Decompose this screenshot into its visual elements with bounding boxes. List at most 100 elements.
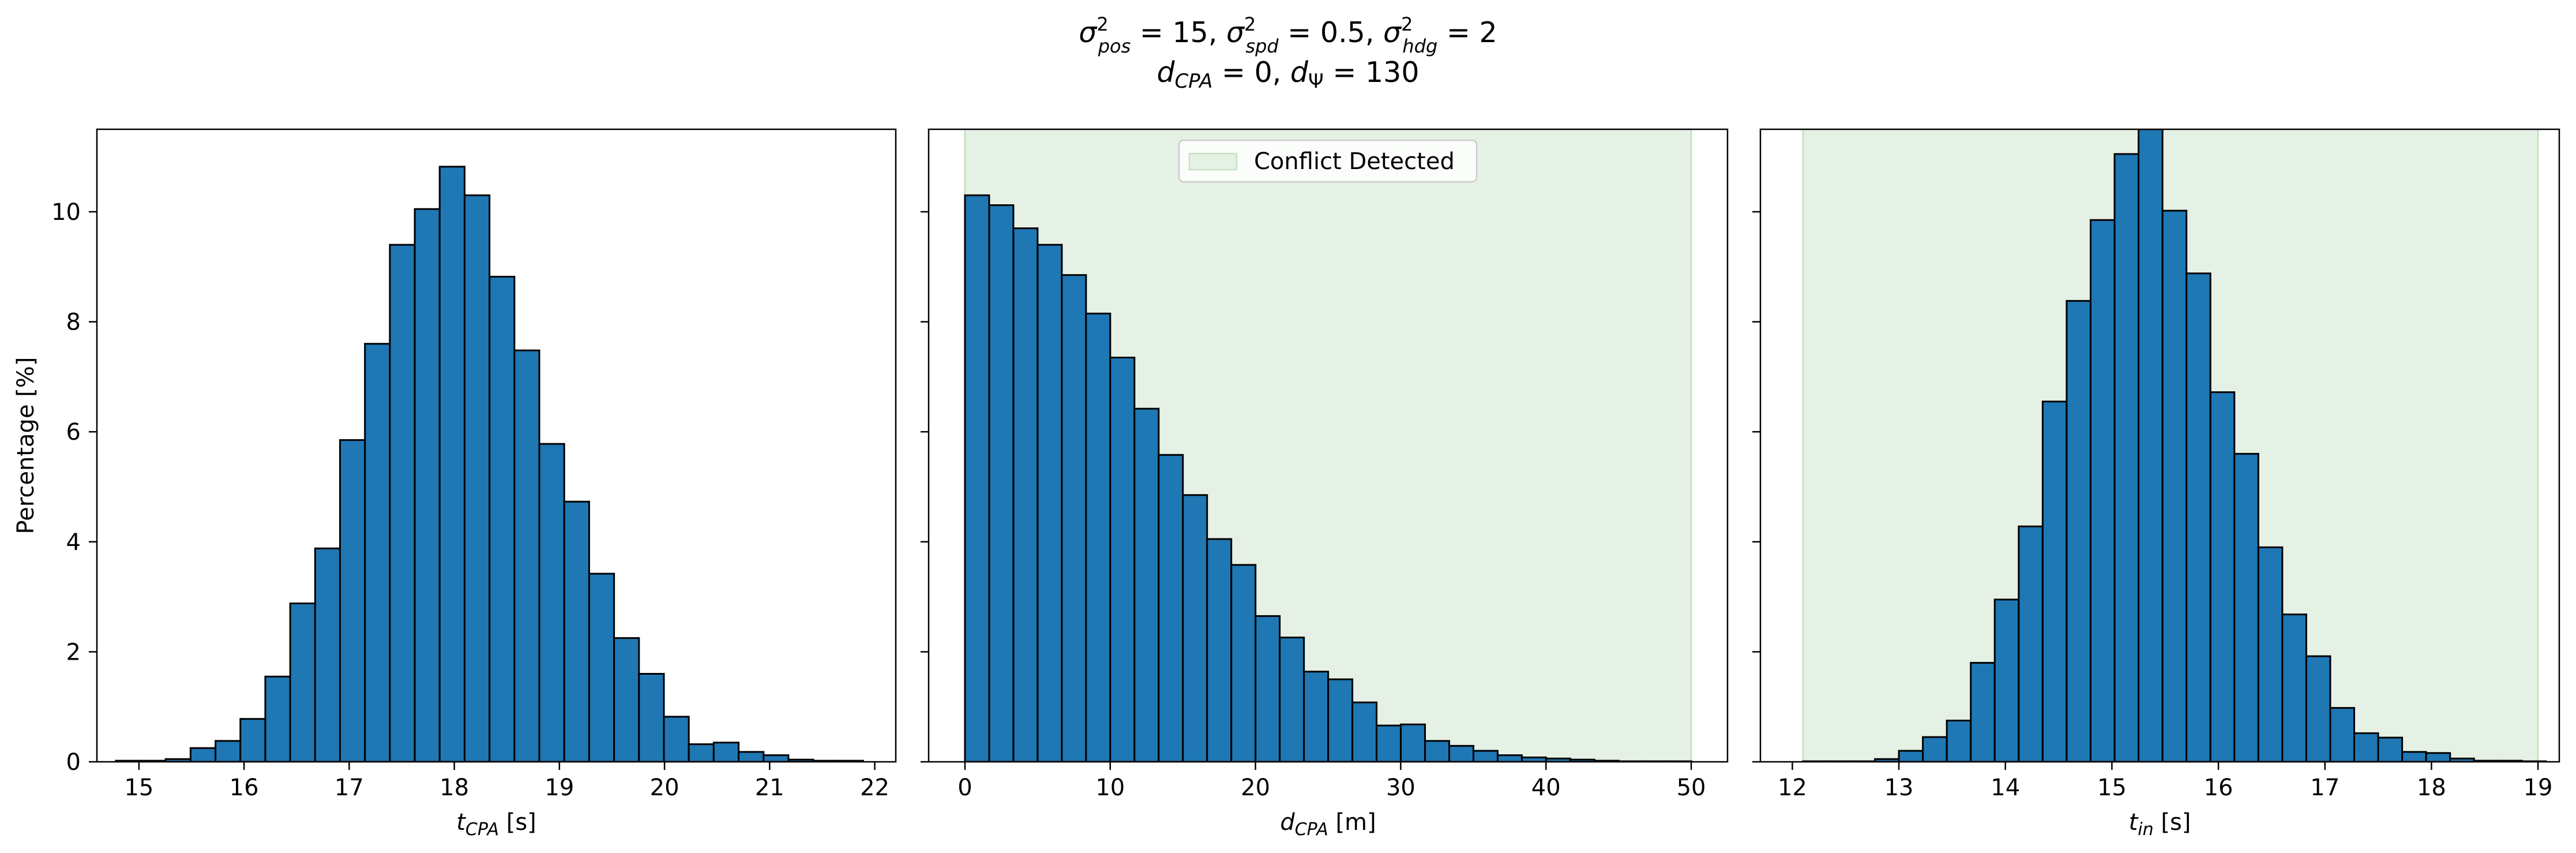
value-dpsi: = 130 <box>1324 56 1420 89</box>
histogram-bar <box>2161 209 2188 762</box>
x-tick-label: 18 <box>440 775 469 801</box>
subscript-hdg: hdg <box>1402 35 1437 57</box>
x-axis-label-subscript: CPA <box>1295 820 1328 840</box>
plot-area <box>964 129 1692 762</box>
histogram-bar <box>1946 720 1972 762</box>
histogram-bar <box>1279 637 1305 762</box>
x-tick-label: 22 <box>860 775 889 801</box>
value-spd: = 0.5, <box>1279 16 1383 49</box>
axes-frame <box>927 128 1729 763</box>
axes-frame <box>1759 128 2560 763</box>
histogram-bar <box>1085 312 1111 762</box>
y-tick-label: 4 <box>66 529 81 556</box>
x-tick-label: 10 <box>1095 775 1125 801</box>
x-tick-label: 30 <box>1386 775 1415 801</box>
histogram-bar <box>563 500 590 762</box>
x-axis-label-subscript: in <box>2138 820 2153 840</box>
histogram-bar <box>239 718 266 762</box>
suptitle: σ2 pos = 15, σ2 spd = 0.5, σ2 hdg = 2 dCPA … <box>1079 13 1497 93</box>
histogram-bar <box>1922 736 1948 762</box>
x-axis-label-subscript: CPA <box>465 820 499 840</box>
histogram-bar <box>2257 546 2284 762</box>
histogram-bar <box>1158 454 1184 762</box>
histogram-bar <box>1206 538 1233 762</box>
x-tick-label: 19 <box>545 775 574 801</box>
histogram-bar <box>1970 661 1996 762</box>
suptitle-line-1: σ2 pos = 15, σ2 spd = 0.5, σ2 hdg = 2 <box>1079 13 1497 57</box>
histogram-bar <box>364 343 391 762</box>
histogram-bar <box>738 751 765 762</box>
x-tick-label: 15 <box>124 775 153 801</box>
histogram-bar <box>289 603 316 762</box>
histogram-bar <box>1448 744 1474 762</box>
histogram-bar <box>264 675 291 762</box>
x-axis-label: tin [s] <box>2129 809 2191 840</box>
histogram-bar <box>2209 391 2236 762</box>
histogram-bar <box>1496 754 1523 762</box>
y-axis-label: Percentage [%] <box>13 357 39 534</box>
histogram-bar <box>1327 678 1354 762</box>
histogram-bar <box>339 439 366 762</box>
x-tick-label: 40 <box>1531 775 1561 801</box>
suptitle-line-2: dCPA = 0, dΨ = 130 <box>1156 56 1419 93</box>
x-tick-label: 15 <box>2097 775 2127 801</box>
histogram-bar <box>1898 750 1924 762</box>
x-axis-label: tCPA [s] <box>456 809 536 840</box>
x-axis-label: dCPA [m] <box>1280 809 1376 840</box>
value-dcpa: = 0, <box>1212 56 1290 89</box>
x-axis-label-unit: [m] <box>1328 809 1376 836</box>
histogram-panel-1: 15 16 17 18 19 20 21 22 0 2 4 6 8 10 tCPA [s] Percentag… <box>13 128 897 840</box>
value-hdg: = 2 <box>1437 16 1497 49</box>
x-tick-label: 13 <box>1884 775 1914 801</box>
x-tick-label: 20 <box>650 775 679 801</box>
histogram-bar <box>2329 707 2356 762</box>
x-tick-label: 17 <box>335 775 364 801</box>
y-tick-label: 0 <box>66 749 81 776</box>
subscript-pos: pos <box>1098 35 1131 57</box>
histogram-bar <box>1012 227 1039 762</box>
histogram-bar <box>438 166 465 762</box>
x-tick-label: 12 <box>1778 775 1807 801</box>
x-axis-label-symbol: t <box>456 809 466 836</box>
histogram-bar <box>2066 300 2091 762</box>
x-tick-label: 19 <box>2524 775 2553 801</box>
histogram-bar <box>2353 732 2379 762</box>
x-tick-label: 16 <box>2204 775 2233 801</box>
histogram-bar <box>2138 129 2164 762</box>
histogram-bar <box>1230 564 1257 762</box>
histogram-bar <box>964 194 990 762</box>
superscript: 2 <box>1401 13 1413 35</box>
histogram-bar <box>638 673 665 762</box>
y-tick-label: 10 <box>51 199 81 226</box>
d-symbol: d <box>1290 56 1309 89</box>
histogram-bar <box>189 747 217 762</box>
histogram-bar <box>2113 153 2140 762</box>
x-axis-label-symbol: d <box>1280 809 1295 836</box>
x-tick-label: 14 <box>1991 775 2020 801</box>
histogram-panel-3: 12 13 14 15 16 17 18 19 tin [s] <box>1752 128 2560 840</box>
histogram-bar <box>414 208 441 762</box>
histogram-bar <box>463 194 491 762</box>
x-tick-label: 21 <box>755 775 784 801</box>
histogram-bar <box>1424 740 1451 762</box>
histogram-bar <box>489 275 516 762</box>
x-tick-label: 0 <box>957 775 972 801</box>
histogram-bar <box>1400 723 1426 762</box>
histogram-bar <box>2186 272 2211 762</box>
d-symbol: d <box>1156 56 1175 89</box>
y-tick-label: 2 <box>66 639 81 665</box>
histogram-panel-2: 0 10 20 30 40 50 dCPA [m] Conflict Detected <box>921 128 1729 840</box>
histogram-bar <box>538 443 565 762</box>
histogram-bar <box>2233 452 2259 762</box>
histogram-bar <box>588 573 615 762</box>
histogram-bar <box>1303 671 1330 762</box>
histogram-bar <box>2425 752 2451 762</box>
subscript-spd: spd <box>1245 35 1279 57</box>
histogram-bar <box>2281 613 2307 762</box>
histogram-bar <box>2041 401 2068 762</box>
histogram-bar <box>1472 750 1499 762</box>
histogram-bar <box>314 547 341 762</box>
histogram-bar <box>1133 407 1160 762</box>
